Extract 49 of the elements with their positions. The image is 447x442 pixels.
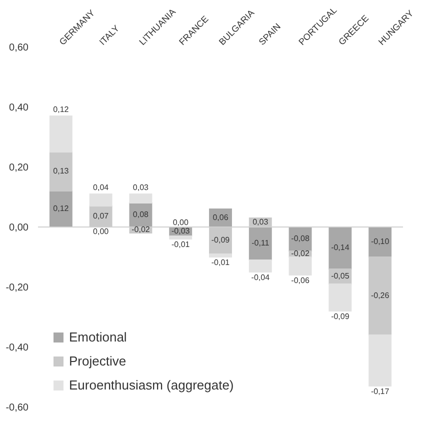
data-label: -0,04	[251, 273, 270, 282]
bar	[288, 256, 312, 276]
data-label: 0,06	[212, 213, 229, 222]
legend-label: Projective	[69, 354, 126, 368]
bar	[89, 194, 112, 206]
bar	[328, 226, 352, 270]
y-tick-label: 0,40	[9, 102, 29, 114]
data-label: 0,00	[93, 227, 110, 236]
data-label: -0,06	[291, 276, 310, 285]
bar	[49, 152, 72, 192]
data-label: -0,26	[370, 291, 390, 300]
legend-label: Euroenthusiasm (aggregate)	[69, 378, 234, 392]
data-label: -0,02	[291, 249, 310, 258]
y-tick-label: 0,60	[9, 42, 29, 54]
data-label: -0,08	[291, 234, 310, 243]
data-label: -0,11	[252, 238, 270, 248]
data-label: 0,03	[252, 218, 269, 226]
legend-label: Emotional	[69, 330, 127, 344]
data-label: 0,03	[132, 183, 150, 192]
data-label: 0,07	[93, 212, 110, 220]
y-tick-label: -0,40	[6, 342, 29, 354]
data-label: -0,10	[370, 237, 390, 246]
bar	[49, 116, 72, 152]
y-tick-label: 0,00	[9, 222, 29, 234]
data-label: -0,01	[211, 258, 230, 267]
bar	[209, 254, 232, 258]
y-tick-label: -0,20	[6, 282, 29, 294]
data-label: 0,13	[53, 166, 70, 176]
data-label: 0,04	[93, 183, 110, 192]
data-label: -0,09	[211, 236, 230, 244]
bar	[248, 260, 272, 272]
bar	[129, 194, 152, 204]
data-label: -0,17	[370, 387, 390, 396]
data-label: -0,03	[171, 226, 190, 236]
bar	[368, 334, 392, 386]
data-label: -0,02	[132, 225, 150, 234]
data-label: 0,12	[53, 204, 70, 213]
data-label: -0,05	[331, 272, 350, 280]
y-tick-label: 0,20	[9, 162, 29, 174]
data-label: 0,08	[132, 210, 150, 219]
data-label: -0,14	[331, 243, 350, 252]
data-label: 0,00	[172, 218, 189, 227]
data-label: -0,09	[331, 312, 350, 321]
bar	[368, 256, 392, 336]
bar	[169, 236, 192, 240]
bar	[328, 284, 352, 312]
data-label: 0,12	[53, 105, 70, 114]
data-label: -0,01	[171, 240, 190, 249]
y-tick-label: -0,60	[6, 402, 29, 414]
